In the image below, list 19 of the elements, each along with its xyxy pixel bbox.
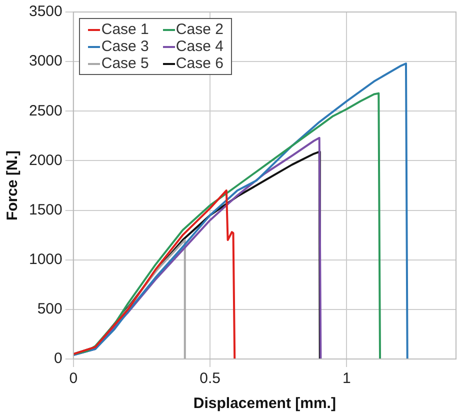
y-axis-title: Force [N.]: [4, 150, 22, 221]
legend-label: Case 3: [100, 38, 149, 55]
x-tick-label: 0.5: [200, 370, 220, 388]
y-tick-label: 2500: [28, 102, 62, 120]
y-tick-label: 0: [54, 350, 62, 368]
legend-label: Case 2: [174, 21, 224, 38]
legend-label: Case 4: [174, 38, 224, 55]
legend-label: Case 6: [174, 55, 224, 72]
legend-label: Case 1: [100, 21, 149, 38]
y-tick-label: 2000: [28, 152, 62, 169]
x-tick-label: 1: [342, 370, 351, 388]
x-tick-label: 0: [69, 370, 78, 388]
x-axis-title: Displacement [mm.]: [193, 395, 336, 412]
y-tick-label: 3500: [28, 3, 62, 20]
y-tick-label: 1000: [28, 251, 62, 268]
y-tick-label: 1500: [28, 201, 62, 218]
y-tick-label: 3000: [28, 52, 62, 70]
y-tick-label: 500: [37, 300, 62, 318]
legend-label: Case 5: [100, 55, 149, 72]
